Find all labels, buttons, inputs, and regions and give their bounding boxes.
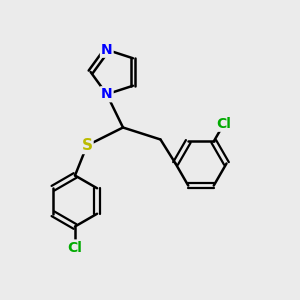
Text: N: N	[101, 87, 112, 101]
Text: N: N	[101, 43, 112, 57]
Text: Cl: Cl	[217, 117, 231, 131]
Text: Cl: Cl	[68, 241, 82, 254]
Text: S: S	[82, 138, 92, 153]
